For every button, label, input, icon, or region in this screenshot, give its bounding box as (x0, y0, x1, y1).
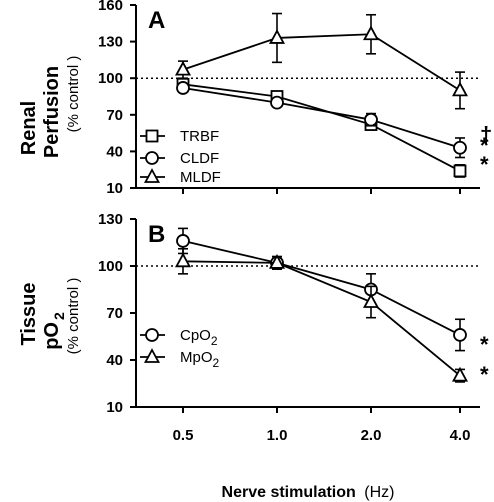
panel-b-ylabel-line2-group: pO 2 (41, 312, 67, 350)
legend-label-cldf: CLDF (180, 150, 219, 167)
x-tick-label: 2.0 (361, 427, 382, 444)
x-tick-labels: 0.5 1.0 2.0 4.0 (173, 427, 471, 444)
panel-a-star-trbf: * (480, 152, 489, 177)
series-line-cpo (182, 240, 461, 336)
panel-a-ytick-label: 70 (106, 107, 123, 124)
data-point-mpo (362, 293, 380, 308)
legend-subscript: 2 (211, 334, 218, 348)
data-point-trbf (453, 164, 467, 178)
panel-a-star-cldf: * (480, 133, 489, 158)
panel-a-ylabel-unit: (% control ) (65, 56, 82, 133)
panel-a-ylabel-line1: Renal (18, 101, 40, 155)
panel-b-ylabel-line2: pO (41, 322, 63, 350)
panel-a-ytick-label: 130 (98, 34, 123, 51)
legend-marker-cpo (145, 328, 159, 342)
panel-b-ytick-label: 40 (106, 352, 123, 369)
data-point-cldf (453, 140, 467, 155)
data-point-mldf (451, 81, 469, 97)
legend-label-mldf: MLDF (180, 169, 221, 186)
panel-a-ytick-label: 10 (106, 180, 123, 197)
legend-subscript: 2 (213, 356, 220, 370)
legend-marker-trbf (145, 129, 159, 143)
panel-b-star-cpo2: * (480, 332, 489, 357)
panel-b-ylabel-unit: (% control ) (65, 278, 82, 355)
series-line-cldf (182, 87, 461, 149)
legend-label-mpo: MpO2 (180, 349, 220, 370)
panel-b-ytick-label: 100 (98, 258, 123, 275)
legend-label-trbf: TRBF (180, 128, 219, 145)
panel-a-ylabel-line2: Perfusion (41, 66, 63, 158)
x-tick-label: 1.0 (267, 427, 288, 444)
data-point-mpo (451, 366, 469, 382)
panel-b-ylabel-line1: Tissue (18, 283, 40, 346)
legend-marker-mldf (143, 168, 161, 183)
panel-b-ytick-label: 130 (98, 211, 123, 228)
series-line-mldf (182, 33, 461, 92)
legend-label-cpo: CpO2 (180, 327, 218, 348)
x-axis-label: Nerve stimulation (Hz) (222, 484, 395, 501)
data-point-cldf (270, 95, 284, 110)
panel-b-star-mpo2: * (480, 362, 489, 387)
legend-marker-mpo (143, 348, 161, 363)
data-point-mldf (362, 25, 380, 41)
data-point-cpo (453, 328, 467, 342)
x-tick-label: 0.5 (173, 427, 194, 444)
data-point-mpo (268, 253, 286, 269)
x-tick-label: 4.0 (450, 427, 471, 444)
panel-b-ytick-label: 10 (106, 399, 123, 416)
panel-a-label: A (148, 7, 165, 34)
data-point-mldf (174, 60, 192, 76)
panel-b-ylabel-subscript: 2 (51, 312, 67, 320)
panel-a-ytick-label: 40 (106, 143, 123, 160)
data-point-cldf (364, 112, 378, 127)
series-line-mpo (182, 260, 461, 377)
data-point-cpo (176, 234, 190, 248)
panel-a-ytick-label: 160 (98, 0, 123, 14)
legend-marker-cldf (145, 151, 159, 165)
panel-b-label: B (148, 221, 165, 248)
data-point-mldf (268, 29, 286, 44)
panel-a-ytick-label: 100 (98, 70, 123, 87)
panel-b-ytick-label: 70 (106, 305, 123, 322)
panel-a-dagger: † (480, 122, 492, 147)
data-point-cldf (176, 81, 190, 95)
series-line-trbf (182, 83, 461, 172)
data-point-mpo (174, 252, 192, 268)
panel-a-legend: TRBF CLDF MLDF (140, 128, 221, 186)
x-axis-label-main: Nerve stimulation (222, 484, 356, 501)
x-axis-label-unit: (Hz) (364, 484, 394, 501)
panel-a: 10 40 70 100 130 160 A Renal Perfusion (% con… (18, 0, 492, 197)
